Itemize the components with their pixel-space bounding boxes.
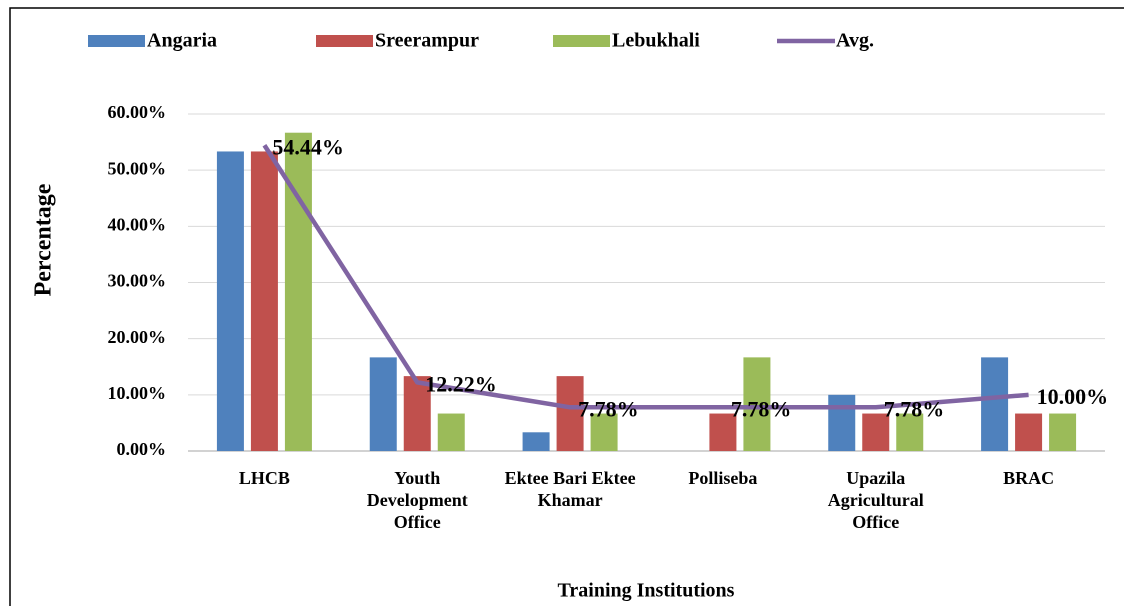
y-tick-label: 40.00% <box>108 214 167 234</box>
bar <box>896 413 924 451</box>
y-tick-label: 20.00% <box>108 327 167 347</box>
bar <box>369 357 397 451</box>
y-tick-label: 10.00% <box>108 383 167 403</box>
data-label: 10.00% <box>1037 384 1109 409</box>
bar <box>216 151 244 451</box>
y-tick-label: 50.00% <box>108 158 167 178</box>
bar <box>522 432 550 451</box>
x-tick-label: Polliseba <box>688 468 758 488</box>
x-axis-title: Training Institutions <box>558 580 735 602</box>
y-tick-label: 0.00% <box>117 439 167 459</box>
x-tick-label: Ektee Bari Ektee Khamar <box>504 468 636 510</box>
data-label: 7.78% <box>731 396 792 421</box>
y-tick-label: 30.00% <box>108 271 167 291</box>
x-tick-label: Youth Development Office <box>366 468 468 532</box>
legend-swatch <box>553 35 610 47</box>
bar <box>709 413 737 451</box>
data-label: 54.44% <box>272 134 344 159</box>
legend-label: Angaria <box>147 30 217 52</box>
bar <box>250 151 278 451</box>
bar <box>556 376 584 451</box>
legend-swatch <box>88 35 145 47</box>
data-label: 7.78% <box>578 396 639 421</box>
bar <box>743 357 771 451</box>
legend-label: Sreerampur <box>375 30 479 52</box>
bar <box>981 357 1009 451</box>
bar <box>862 413 890 451</box>
bar <box>828 394 856 451</box>
data-label: 7.78% <box>884 396 945 421</box>
x-tick-label: BRAC <box>1003 468 1055 488</box>
x-tick-label: Upazila Agricultural Office <box>827 468 924 532</box>
bar <box>437 413 465 451</box>
legend-label: Avg. <box>836 30 874 52</box>
data-label: 12.22% <box>425 371 497 396</box>
legend-swatch <box>316 35 373 47</box>
avg-line <box>262 144 1029 410</box>
y-tick-label: 60.00% <box>108 102 167 122</box>
bar <box>403 376 431 451</box>
bar <box>1015 413 1043 451</box>
chart-border <box>9 7 1124 606</box>
bar <box>590 413 618 451</box>
x-tick-label: LHCB <box>238 468 290 488</box>
y-axis-title: Percentage <box>31 183 57 296</box>
bar <box>1049 413 1077 451</box>
legend-label: Lebukhali <box>612 30 700 52</box>
